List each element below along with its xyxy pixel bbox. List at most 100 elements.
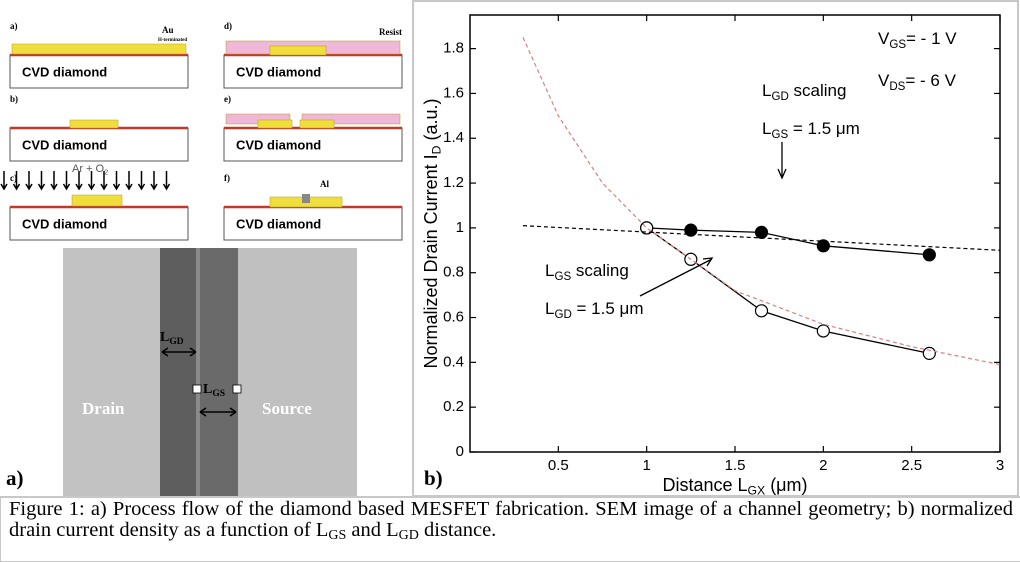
text-part: L <box>545 261 554 280</box>
gold-layer <box>11 43 187 55</box>
text-part: Al <box>320 179 329 189</box>
text-part: L <box>545 299 554 318</box>
y-tick-label: 1.6 <box>443 84 464 101</box>
etch-arrow <box>25 171 33 191</box>
etch-arrow <box>100 171 108 191</box>
panel-label: b) <box>424 466 443 490</box>
panel-b-frame <box>412 0 1019 496</box>
text-part: scaling <box>789 81 847 100</box>
fit-curve <box>522 37 1001 366</box>
step-label: f) <box>224 173 230 183</box>
etch-arrow <box>75 171 83 191</box>
note: Al <box>320 179 329 189</box>
note: Ar + O2 <box>72 163 108 176</box>
caption-text: GS <box>328 527 347 543</box>
data-point <box>816 239 830 253</box>
y-tick-label: 0.6 <box>443 309 464 326</box>
text-part: (μm) <box>765 475 807 495</box>
etch-arrow <box>62 171 71 191</box>
gold-layer <box>269 45 327 56</box>
substrate <box>9 206 189 241</box>
gate-metal <box>302 194 310 203</box>
annotation: LGS scaling <box>545 261 629 283</box>
y-tick-label: 1.8 <box>443 40 464 57</box>
y-tick-label: 0.2 <box>443 398 464 415</box>
text-part: GD <box>771 91 788 103</box>
substrate-label: CVD diamond <box>236 64 321 79</box>
step-label: a) <box>10 21 18 31</box>
figure: a) CVD diamond Au H-terminated b) CVD diamond… <box>0 0 1019 496</box>
arrow <box>639 257 714 297</box>
panel-label: a) <box>6 466 24 490</box>
text-part: L <box>762 119 771 138</box>
gold-layer <box>299 119 335 129</box>
text-part: GS <box>212 389 225 399</box>
step-label: e) <box>224 94 231 104</box>
text-part: GS <box>889 39 906 51</box>
etch-arrow <box>162 171 171 191</box>
y-tick-label: 0 <box>456 443 464 460</box>
sem-label: Source <box>262 399 312 418</box>
sem-image <box>63 248 357 496</box>
data-point <box>754 304 769 318</box>
text-part: DS <box>889 81 905 93</box>
fit-curve <box>522 225 1001 251</box>
sem-label: Drain <box>82 399 125 418</box>
sem-label: LGS <box>203 382 225 399</box>
text-part: = - 6 V <box>905 71 956 90</box>
text-part: Distance L <box>662 475 747 495</box>
annotation: VDS= - 6 V <box>878 71 957 93</box>
text-part: L <box>160 330 169 345</box>
x-tick-label: 2.5 <box>901 457 922 474</box>
text-part: Ar + O <box>72 163 105 175</box>
text-part: Au <box>162 25 174 35</box>
text-part: D <box>430 145 444 154</box>
etch-arrow <box>87 171 96 191</box>
text-part: GX <box>748 484 766 496</box>
x-tick-label: 3 <box>996 457 1004 474</box>
substrate <box>9 54 189 89</box>
etch-arrow <box>12 171 21 191</box>
y-axis-title: Normalized Drain Current ID (a.u.) <box>421 99 444 369</box>
annotation: LGD = 1.5 μm <box>545 299 643 321</box>
data-point <box>684 223 698 237</box>
y-tick-label: 1.4 <box>443 129 464 146</box>
y-tick-label: 0.4 <box>443 353 464 370</box>
series-line <box>646 227 930 355</box>
gold-layer <box>71 194 123 207</box>
note: Au <box>162 25 174 35</box>
x-tick-label: 1 <box>642 457 650 474</box>
caption-text: Figure 1: a) Process flow of the diamond… <box>9 498 1013 541</box>
annotation: VGS= - 1 V <box>878 29 957 51</box>
gold-layer <box>69 119 119 129</box>
etch-arrow <box>0 171 8 191</box>
note: Resist <box>379 27 402 37</box>
sem-label: LGD <box>160 330 184 347</box>
note: H-terminated <box>158 38 187 43</box>
etch-arrow <box>125 171 133 191</box>
substrate-label: CVD diamond <box>236 137 321 152</box>
etch-arrow <box>50 171 58 191</box>
y-tick-label: 1 <box>456 219 464 236</box>
text-part: = 1.5 μm <box>572 299 644 318</box>
annotation: LGD scaling <box>762 81 846 103</box>
substrate-label: CVD diamond <box>236 216 321 231</box>
resist-layer <box>301 113 401 125</box>
text-part: (a.u.) <box>421 99 441 146</box>
text-part: GS <box>554 271 571 283</box>
text-part: Normalized Drain Current I <box>421 154 441 368</box>
substrate <box>223 54 403 89</box>
step-label: c) <box>10 173 17 183</box>
text-part: GS <box>771 129 788 141</box>
etch-arrow <box>150 171 158 191</box>
x-tick-label: 2 <box>819 457 827 474</box>
text-part: L <box>203 382 212 397</box>
substrate <box>223 127 403 162</box>
substrate <box>223 206 403 241</box>
caption-text: distance. <box>418 518 497 541</box>
text-part: scaling <box>571 261 629 280</box>
data-point <box>922 248 936 262</box>
text-part: GD <box>554 309 571 321</box>
data-point <box>754 225 769 239</box>
